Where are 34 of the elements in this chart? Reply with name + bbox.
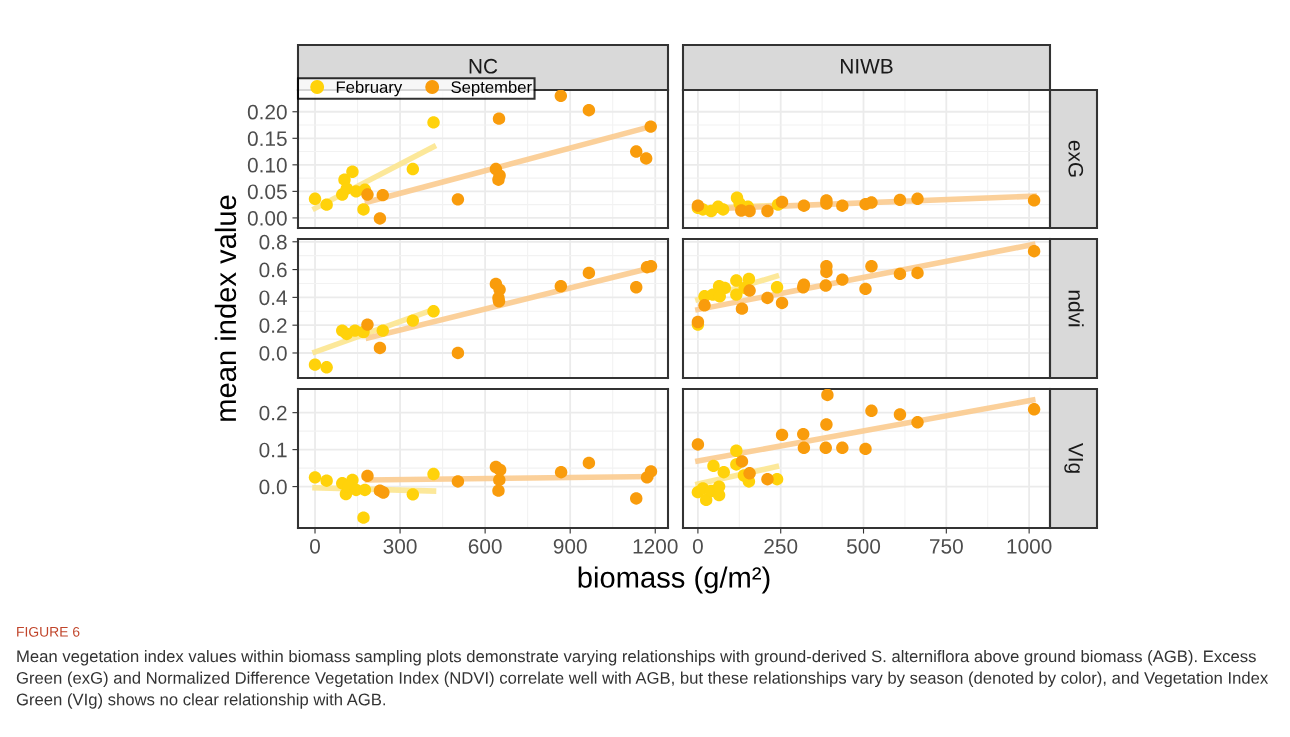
y-tick-label: 0.05: [247, 184, 287, 200]
y-tick-label: 0.0: [259, 345, 287, 361]
y-tick-label: 0.2: [259, 318, 287, 333]
y-axis-title: mean index value: [214, 195, 237, 421]
text: Mean vegetation index values within biomass sampling plots demonstrate varying relationships with ground-derived S. alterniflora above ground biomass (AGB). Excess Green (exG) and Normalized Difference Vegetation Index (NDVI) correlate well with AGB, but these relationships vary by season (denoted by color), and Vegetation Index Green (VIg) shows no clear relationship with AGB.: [16, 650, 1269, 709]
y-tick-label: 0.8: [259, 234, 287, 250]
caption: FIGURE 6: [17, 626, 80, 637]
y-tick-label: 0.2: [259, 405, 287, 421]
x-tick-label: 750: [930, 538, 963, 554]
y-tick-label: 0.0: [259, 479, 287, 495]
legend-label: February: [336, 80, 403, 97]
chart-title: NC: [469, 58, 498, 74]
x-tick-label: 300: [383, 538, 417, 554]
y-tick-label: 0.1: [259, 442, 287, 458]
x-tick-label: 500: [846, 538, 881, 554]
text: exG: [1068, 140, 1084, 177]
x-tick-label: 0: [692, 538, 703, 554]
y-tick-label: 0.15: [247, 131, 287, 147]
x-tick-label: 0: [310, 538, 320, 554]
y-tick-label: 0.10: [247, 157, 287, 173]
x-axis-title: biomass (g/m²): [578, 566, 770, 594]
legend-label: September: [451, 80, 532, 97]
x-tick-label: 1200: [633, 538, 678, 554]
y-tick-label: 0.20: [247, 104, 287, 120]
y-tick-label: 0.6: [259, 262, 287, 278]
x-tick-label: 900: [553, 538, 587, 554]
text: VIg: [1064, 442, 1083, 473]
x-tick-label: 600: [468, 538, 502, 554]
y-tick-label: 0.00: [247, 210, 287, 226]
y-tick-label: 0.4: [259, 290, 287, 306]
chart-title: NIWB: [841, 59, 893, 74]
x-tick-label: 1000: [1007, 538, 1052, 554]
text: ndvi: [1068, 290, 1084, 327]
x-tick-label: 250: [764, 538, 798, 554]
